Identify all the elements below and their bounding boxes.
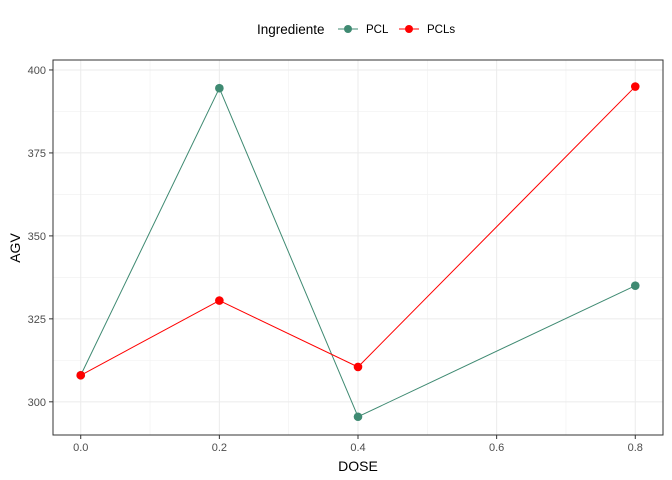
data-point-pcls	[215, 296, 224, 305]
legend-label-pcl: PCL	[366, 24, 389, 36]
data-point-pcl	[353, 412, 363, 422]
series-line-pcls	[80, 86, 636, 376]
y-tick-label: 375	[28, 148, 46, 160]
data-point-pcl	[215, 83, 224, 93]
data-point-pcls	[353, 362, 363, 372]
legend: Ingrediente PCL PCLs	[257, 22, 455, 37]
legend-item-pcls: PCLs	[399, 24, 455, 36]
data-point-pcls	[630, 82, 640, 91]
legend-label-pcls: PCLs	[427, 24, 455, 36]
legend-item-pcl: PCL	[338, 24, 389, 36]
x-tick-label: 0.8	[628, 442, 643, 454]
x-axis: 0.0 0.2 0.4 0.6 0.8	[73, 435, 643, 454]
series-line-pcl	[80, 86, 636, 418]
x-axis-title: DOSE	[338, 458, 378, 474]
data-point-pcls	[76, 370, 86, 380]
y-tick-label: 400	[28, 65, 46, 77]
x-tick-label: 0.0	[73, 442, 88, 454]
y-tick-label: 300	[28, 397, 46, 409]
x-tick-label: 0.6	[489, 442, 504, 454]
y-axis: 300 325 350 375 400	[28, 65, 53, 409]
x-tick-label: 0.4	[350, 442, 365, 454]
y-axis-title: AGV	[7, 233, 23, 263]
x-tick-label: 0.2	[212, 442, 227, 454]
data-point-pcl	[630, 281, 640, 290]
legend-title: Ingrediente	[257, 22, 325, 37]
legend-key-marker-pcls	[405, 25, 413, 33]
legend-key-marker-pcl	[344, 25, 352, 33]
y-tick-label: 325	[28, 314, 46, 326]
y-tick-label: 350	[28, 231, 46, 243]
plot-panel	[52, 59, 664, 436]
series-layer	[76, 82, 640, 422]
